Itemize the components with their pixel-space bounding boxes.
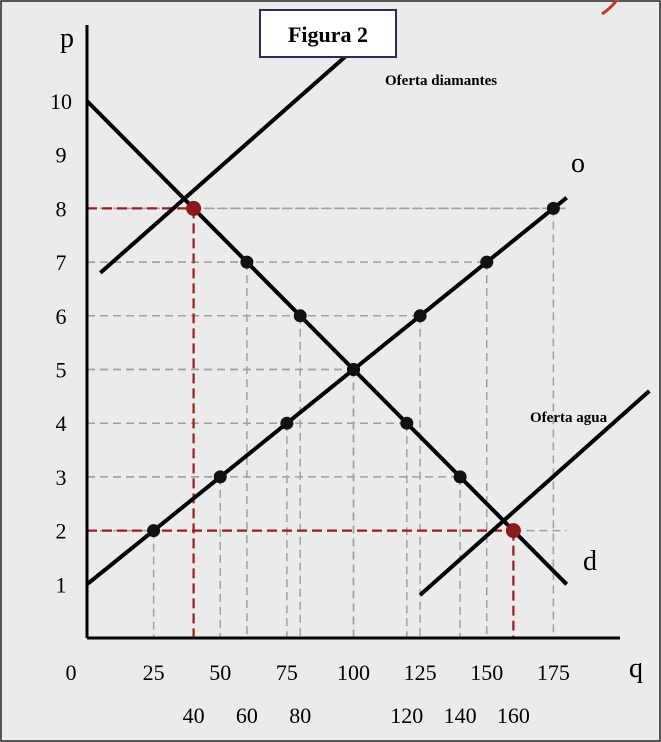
series-line bbox=[85, 99, 569, 586]
x-tick-label: 60 bbox=[236, 703, 258, 728]
data-point bbox=[400, 416, 414, 430]
y-axis-label: p bbox=[60, 23, 74, 54]
data-point bbox=[413, 309, 427, 323]
data-point bbox=[240, 255, 254, 269]
y-tick-label: 4 bbox=[56, 411, 67, 436]
data-point bbox=[293, 309, 307, 323]
data-points bbox=[147, 200, 560, 539]
x-tick-label: 50 bbox=[209, 660, 231, 685]
chart-title-box: Figura 2 bbox=[259, 9, 397, 58]
y-tick-label: 9 bbox=[56, 143, 67, 168]
y-tick-label: 1 bbox=[56, 572, 67, 597]
origin-label: 0 bbox=[66, 660, 77, 685]
x-tick-label: 125 bbox=[404, 660, 437, 685]
x-tick-label: 100 bbox=[337, 660, 370, 685]
highlighted-point bbox=[505, 523, 521, 539]
label-oferta-diamantes: Oferta diamantes bbox=[385, 73, 497, 89]
chart-title: Figura 2 bbox=[288, 22, 368, 47]
data-point bbox=[453, 470, 467, 484]
data-point bbox=[147, 524, 161, 538]
x-tick-label: 25 bbox=[143, 660, 165, 685]
y-tick-label: 3 bbox=[56, 465, 67, 490]
label-supply-o: o bbox=[571, 148, 585, 179]
x-tick-label: 140 bbox=[444, 703, 477, 728]
x-axis-label: q bbox=[629, 653, 643, 684]
axes bbox=[85, 25, 620, 640]
series-line bbox=[418, 389, 651, 597]
chart-title-frame bbox=[259, 9, 397, 58]
y-tick-label: 5 bbox=[56, 358, 67, 383]
x-tick-label: 160 bbox=[497, 703, 530, 728]
data-point bbox=[213, 470, 227, 484]
label-demand-d: d bbox=[583, 546, 597, 577]
series-lines bbox=[85, 24, 651, 597]
y-tick-label: 8 bbox=[56, 196, 67, 221]
x-tick-label: 120 bbox=[390, 703, 423, 728]
x-tick-label: 75 bbox=[276, 660, 298, 685]
y-tick-label: 6 bbox=[56, 304, 67, 329]
y-tick-label: 10 bbox=[50, 89, 72, 114]
x-tick-label: 40 bbox=[183, 703, 205, 728]
y-tick-label: 7 bbox=[56, 250, 67, 275]
label-oferta-agua: Oferta agua bbox=[530, 410, 608, 426]
y-tick-label: 2 bbox=[56, 519, 67, 544]
x-tick-label: 175 bbox=[537, 660, 570, 685]
data-point bbox=[480, 255, 494, 269]
guide-lines bbox=[87, 207, 567, 638]
corner-mark bbox=[601, 0, 619, 16]
data-point bbox=[546, 201, 560, 215]
series-line bbox=[99, 24, 382, 275]
data-point bbox=[280, 416, 294, 430]
data-point bbox=[347, 363, 360, 376]
x-tick-label: 80 bbox=[289, 703, 311, 728]
highlighted-point bbox=[186, 200, 202, 216]
x-tick-label: 150 bbox=[470, 660, 503, 685]
